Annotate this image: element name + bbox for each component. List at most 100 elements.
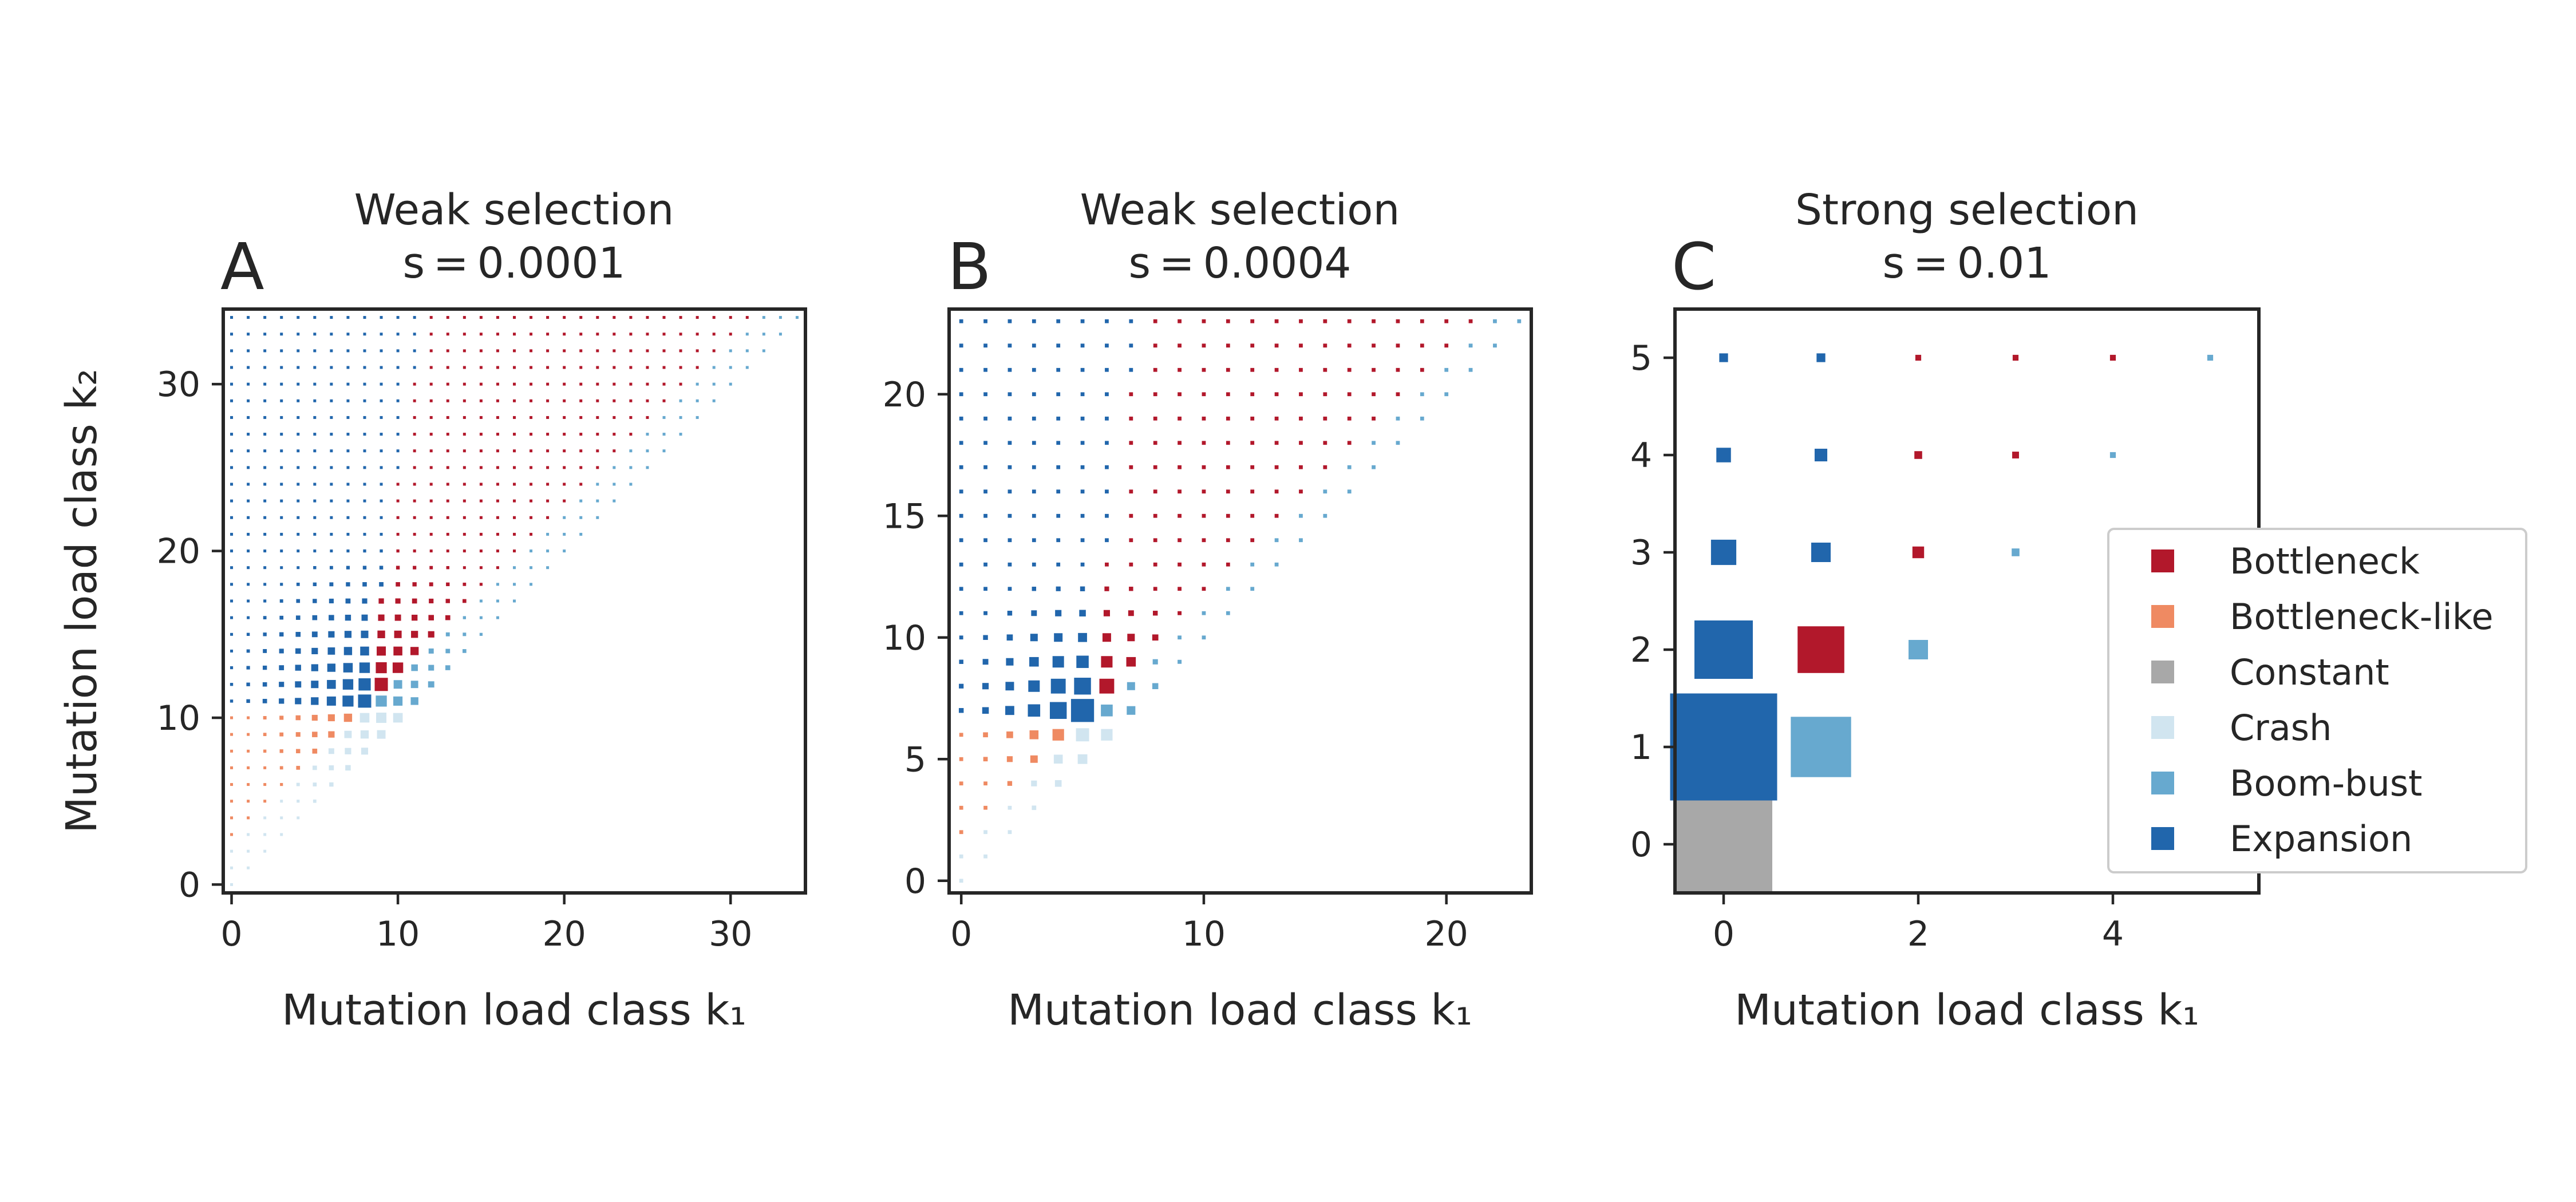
point-a-18-24	[530, 483, 533, 486]
point-b-5-15	[1080, 513, 1085, 518]
point-a-7-16	[345, 614, 351, 621]
point-a-17-31	[513, 366, 516, 369]
point-b-9-22	[1178, 343, 1182, 348]
point-a-14-32	[463, 349, 466, 353]
point-b-8-20	[1153, 392, 1157, 397]
point-a-5-27	[313, 433, 317, 436]
point-b-11-22	[1226, 343, 1230, 348]
point-a-5-9	[312, 732, 318, 737]
point-a-19-21	[546, 532, 550, 536]
point-a-9-11	[376, 695, 387, 707]
point-a-5-20	[313, 549, 317, 553]
point-a-16-25	[496, 466, 499, 469]
point-a-9-33	[380, 333, 383, 336]
point-a-6-34	[330, 316, 333, 319]
point-a-1-30	[247, 382, 250, 386]
point-b-7-20	[1129, 392, 1133, 397]
point-c-2-3	[1912, 546, 1925, 559]
point-b-7-21	[1129, 367, 1133, 372]
point-b-6-17	[1105, 465, 1109, 469]
point-b-13-14	[1274, 538, 1279, 543]
point-a-17-33	[513, 333, 516, 336]
point-b-10-15	[1202, 513, 1206, 518]
point-a-13-13	[445, 665, 451, 670]
point-a-3-23	[280, 499, 283, 503]
point-a-6-26	[330, 449, 333, 453]
point-a-6-7	[329, 765, 334, 770]
point-a-13-21	[446, 532, 449, 536]
point-a-8-15	[361, 630, 369, 638]
point-a-4-21	[297, 532, 300, 536]
point-a-18-26	[530, 449, 533, 453]
point-a-10-34	[396, 316, 400, 319]
point-a-26-30	[662, 382, 666, 386]
point-a-23-32	[613, 349, 616, 353]
point-a-4-29	[297, 399, 300, 402]
point-b-0-13	[959, 562, 963, 567]
ytick-label-b-5: 5	[904, 740, 926, 780]
point-b-2-17	[1008, 465, 1012, 469]
point-a-15-33	[479, 333, 483, 336]
point-a-24-25	[629, 466, 633, 469]
point-a-9-12	[374, 678, 388, 691]
point-b-9-14	[1178, 538, 1182, 543]
point-b-11-14	[1226, 538, 1230, 543]
point-b-1-18	[983, 441, 987, 445]
point-b-2-2	[1008, 830, 1012, 835]
point-a-24-24	[629, 483, 633, 486]
point-b-6-15	[1105, 513, 1109, 518]
point-c-1-2	[1797, 626, 1844, 673]
point-b-9-19	[1178, 416, 1182, 421]
point-a-10-22	[396, 516, 400, 519]
point-b-5-17	[1080, 465, 1085, 469]
point-a-0-33	[230, 333, 234, 336]
point-b-6-23	[1105, 319, 1109, 323]
point-a-15-27	[479, 433, 483, 436]
legend-swatch-bottleneck	[2151, 549, 2174, 572]
point-a-1-18	[247, 583, 250, 586]
point-a-2-32	[263, 349, 267, 353]
point-a-2-27	[263, 433, 267, 436]
point-a-20-30	[563, 382, 566, 386]
point-a-5-5	[313, 799, 317, 803]
point-b-3-5	[1030, 755, 1038, 763]
point-a-13-23	[446, 499, 449, 503]
point-b-5-23	[1080, 319, 1085, 323]
point-a-9-26	[380, 449, 383, 453]
point-a-8-20	[363, 549, 366, 553]
point-b-7-16	[1129, 489, 1133, 494]
point-a-20-22	[563, 516, 566, 519]
point-a-4-19	[297, 566, 300, 570]
point-b-5-16	[1080, 489, 1085, 494]
point-a-7-20	[346, 549, 350, 553]
point-b-18-21	[1396, 367, 1400, 372]
point-a-28-28	[696, 416, 699, 419]
point-c-3-5	[2012, 354, 2019, 361]
point-a-0-21	[230, 532, 234, 536]
ytick-label-b-20: 20	[883, 375, 926, 415]
point-a-12-24	[429, 483, 433, 486]
point-a-6-17	[329, 598, 334, 604]
point-a-16-31	[496, 366, 499, 369]
point-b-0-9	[959, 659, 963, 664]
point-b-10-13	[1202, 562, 1206, 567]
point-b-13-19	[1274, 416, 1279, 421]
point-a-0-7	[230, 766, 234, 769]
point-a-7-9	[344, 730, 352, 738]
point-b-7-8	[1127, 682, 1135, 690]
point-a-2-31	[263, 366, 267, 369]
point-a-1-12	[246, 682, 250, 686]
point-b-9-18	[1178, 441, 1182, 445]
point-a-15-23	[479, 499, 483, 503]
point-a-20-28	[563, 416, 566, 419]
point-b-10-18	[1202, 441, 1206, 445]
point-a-12-21	[429, 532, 433, 536]
point-a-2-3	[263, 833, 267, 836]
point-a-14-27	[463, 433, 466, 436]
point-a-3-3	[280, 833, 283, 836]
point-a-8-23	[363, 499, 366, 503]
point-a-13-29	[446, 399, 449, 402]
point-a-1-6	[247, 783, 250, 786]
point-a-17-29	[513, 399, 516, 402]
point-a-18-34	[530, 316, 533, 319]
